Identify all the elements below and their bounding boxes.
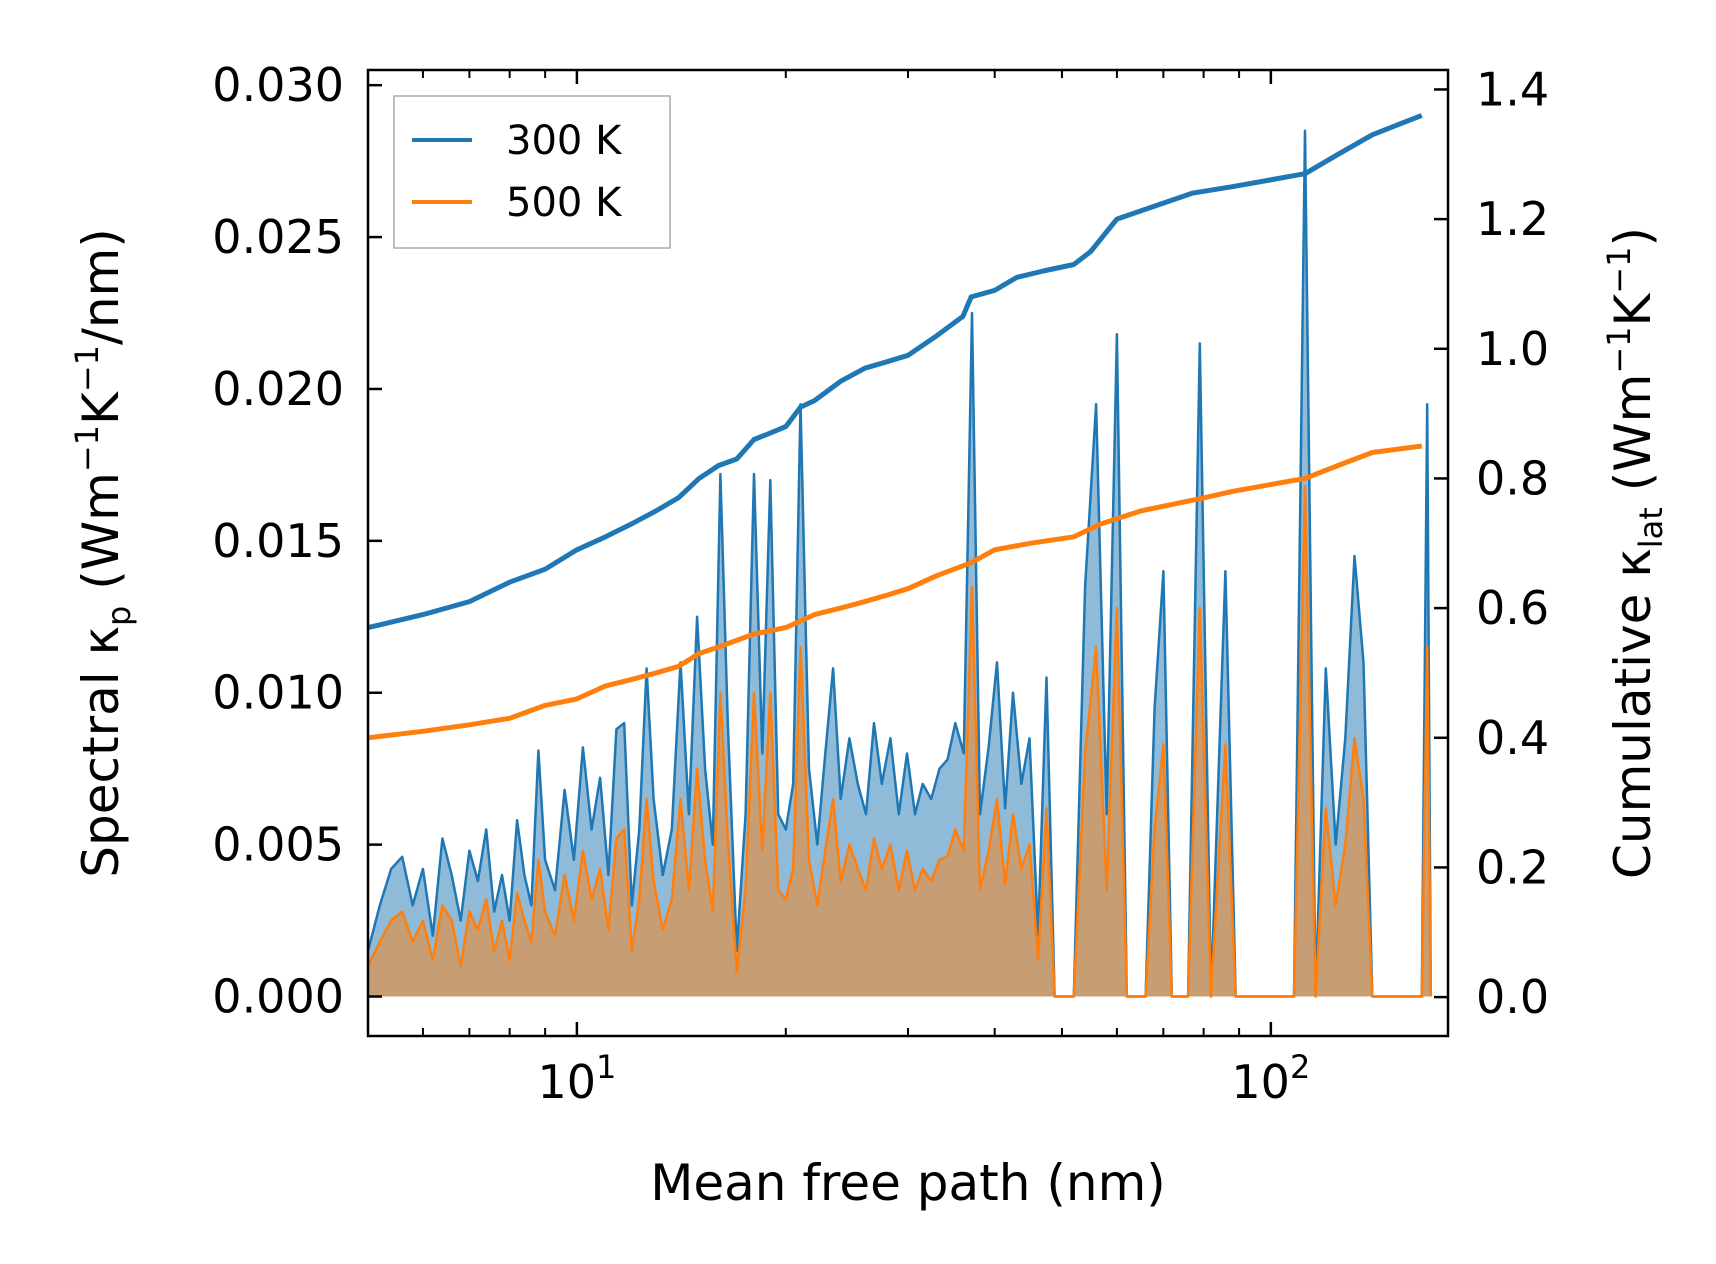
right-label-open: (Wm — [1604, 374, 1662, 508]
right-label-main: Cumulative κ — [1604, 548, 1662, 879]
left-y-tick-label: 0.015 — [212, 514, 344, 568]
left-y-tick-label: 0.000 — [212, 970, 344, 1024]
left-label-exp2: −1 — [68, 345, 106, 392]
cumulative-line-500k — [367, 443, 1423, 741]
left-y-tick-label: 0.010 — [212, 666, 344, 720]
right-y-tick-label: 1.4 — [1476, 62, 1549, 116]
left-label-open: (Wm — [72, 472, 130, 606]
spectral-area-500k — [368, 486, 1431, 997]
right-y-tick-label: 0.6 — [1476, 581, 1549, 635]
right-label-close: ) — [1604, 227, 1662, 247]
x-axis-title: Mean free path (nm) — [650, 1154, 1166, 1212]
spectral-area-300k — [368, 130, 1431, 997]
left-label-exp1: −1 — [68, 425, 106, 472]
right-y-tick-label: 1.0 — [1476, 322, 1549, 376]
left-y-tick-label: 0.025 — [212, 210, 344, 264]
right-y-tick-label: 0.0 — [1476, 970, 1549, 1024]
left-y-tick-label: 0.005 — [212, 818, 344, 872]
right-y-axis-title: Cumulative κlat (Wm−1K−1) — [1600, 227, 1670, 879]
left-y-axis-title: Spectral κp (Wm−1K−1/nm) — [68, 228, 138, 878]
right-y-tick-label: 0.8 — [1476, 451, 1549, 505]
left-label-main: Spectral κ — [72, 626, 130, 878]
right-label-sub: lat — [1632, 507, 1670, 548]
right-y-tick-label: 0.4 — [1476, 711, 1549, 765]
x-axis: 101 102 — [367, 70, 1310, 1109]
spectral-fills — [366, 129, 1433, 998]
left-y-axis: 0.000 0.005 0.010 0.015 0.020 0.025 0.030 — [212, 58, 382, 1024]
cumulative-line-300k — [367, 113, 1423, 631]
right-y-tick-label: 1.2 — [1476, 192, 1549, 246]
left-label-mid: K — [72, 391, 130, 425]
legend-box — [393, 95, 671, 249]
left-label-sub: p — [100, 606, 138, 626]
spectral-line-300k — [366, 129, 1433, 998]
spectral-line-500k — [366, 484, 1433, 998]
legend-label-300k: 300 K — [506, 118, 623, 164]
x-tick-label: 102 — [1231, 1048, 1310, 1109]
x-tick-label: 101 — [537, 1048, 616, 1109]
right-label-exp1: −1 — [1600, 326, 1638, 373]
legend: 300 K 500 K — [393, 95, 671, 249]
right-label-exp2: −1 — [1600, 247, 1638, 294]
legend-label-500k: 500 K — [506, 180, 623, 226]
right-label-mid: K — [1604, 292, 1662, 326]
right-y-tick-label: 0.2 — [1476, 840, 1549, 894]
cumulative-lines — [367, 113, 1423, 741]
right-y-axis: 0.0 0.2 0.4 0.6 0.8 1.0 1.2 1.4 — [1434, 62, 1549, 1024]
left-label-close: /nm) — [72, 228, 130, 345]
left-y-tick-label: 0.030 — [212, 58, 344, 112]
left-y-tick-label: 0.020 — [212, 362, 344, 416]
